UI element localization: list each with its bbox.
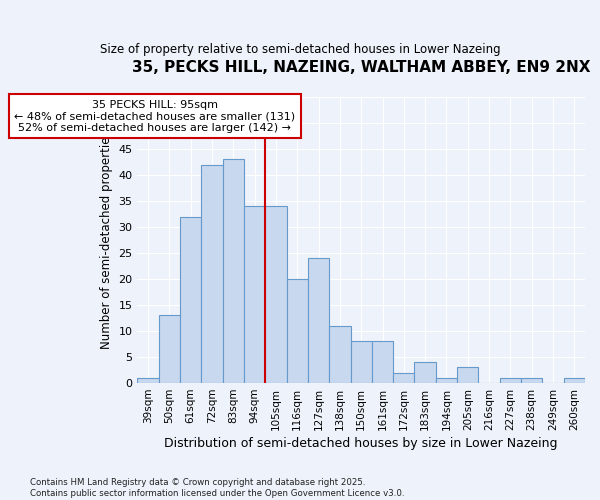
Bar <box>265 206 287 383</box>
Bar <box>372 342 393 383</box>
Bar <box>287 279 308 383</box>
Bar <box>180 216 202 383</box>
Bar <box>350 342 372 383</box>
Bar <box>329 326 350 383</box>
Y-axis label: Number of semi-detached properties: Number of semi-detached properties <box>100 130 113 350</box>
Title: 35, PECKS HILL, NAZEING, WALTHAM ABBEY, EN9 2NX: 35, PECKS HILL, NAZEING, WALTHAM ABBEY, … <box>132 60 590 75</box>
Bar <box>393 372 415 383</box>
Bar <box>563 378 585 383</box>
Text: 35 PECKS HILL: 95sqm
← 48% of semi-detached houses are smaller (131)
52% of semi: 35 PECKS HILL: 95sqm ← 48% of semi-detac… <box>14 100 295 133</box>
X-axis label: Distribution of semi-detached houses by size in Lower Nazeing: Distribution of semi-detached houses by … <box>164 437 558 450</box>
Bar <box>457 368 478 383</box>
Bar <box>202 164 223 383</box>
Bar <box>308 258 329 383</box>
Bar <box>436 378 457 383</box>
Bar <box>244 206 265 383</box>
Bar <box>521 378 542 383</box>
Bar <box>415 362 436 383</box>
Bar <box>500 378 521 383</box>
Text: Size of property relative to semi-detached houses in Lower Nazeing: Size of property relative to semi-detach… <box>100 42 500 56</box>
Bar <box>159 316 180 383</box>
Bar <box>223 160 244 383</box>
Bar <box>137 378 159 383</box>
Text: Contains HM Land Registry data © Crown copyright and database right 2025.
Contai: Contains HM Land Registry data © Crown c… <box>30 478 404 498</box>
